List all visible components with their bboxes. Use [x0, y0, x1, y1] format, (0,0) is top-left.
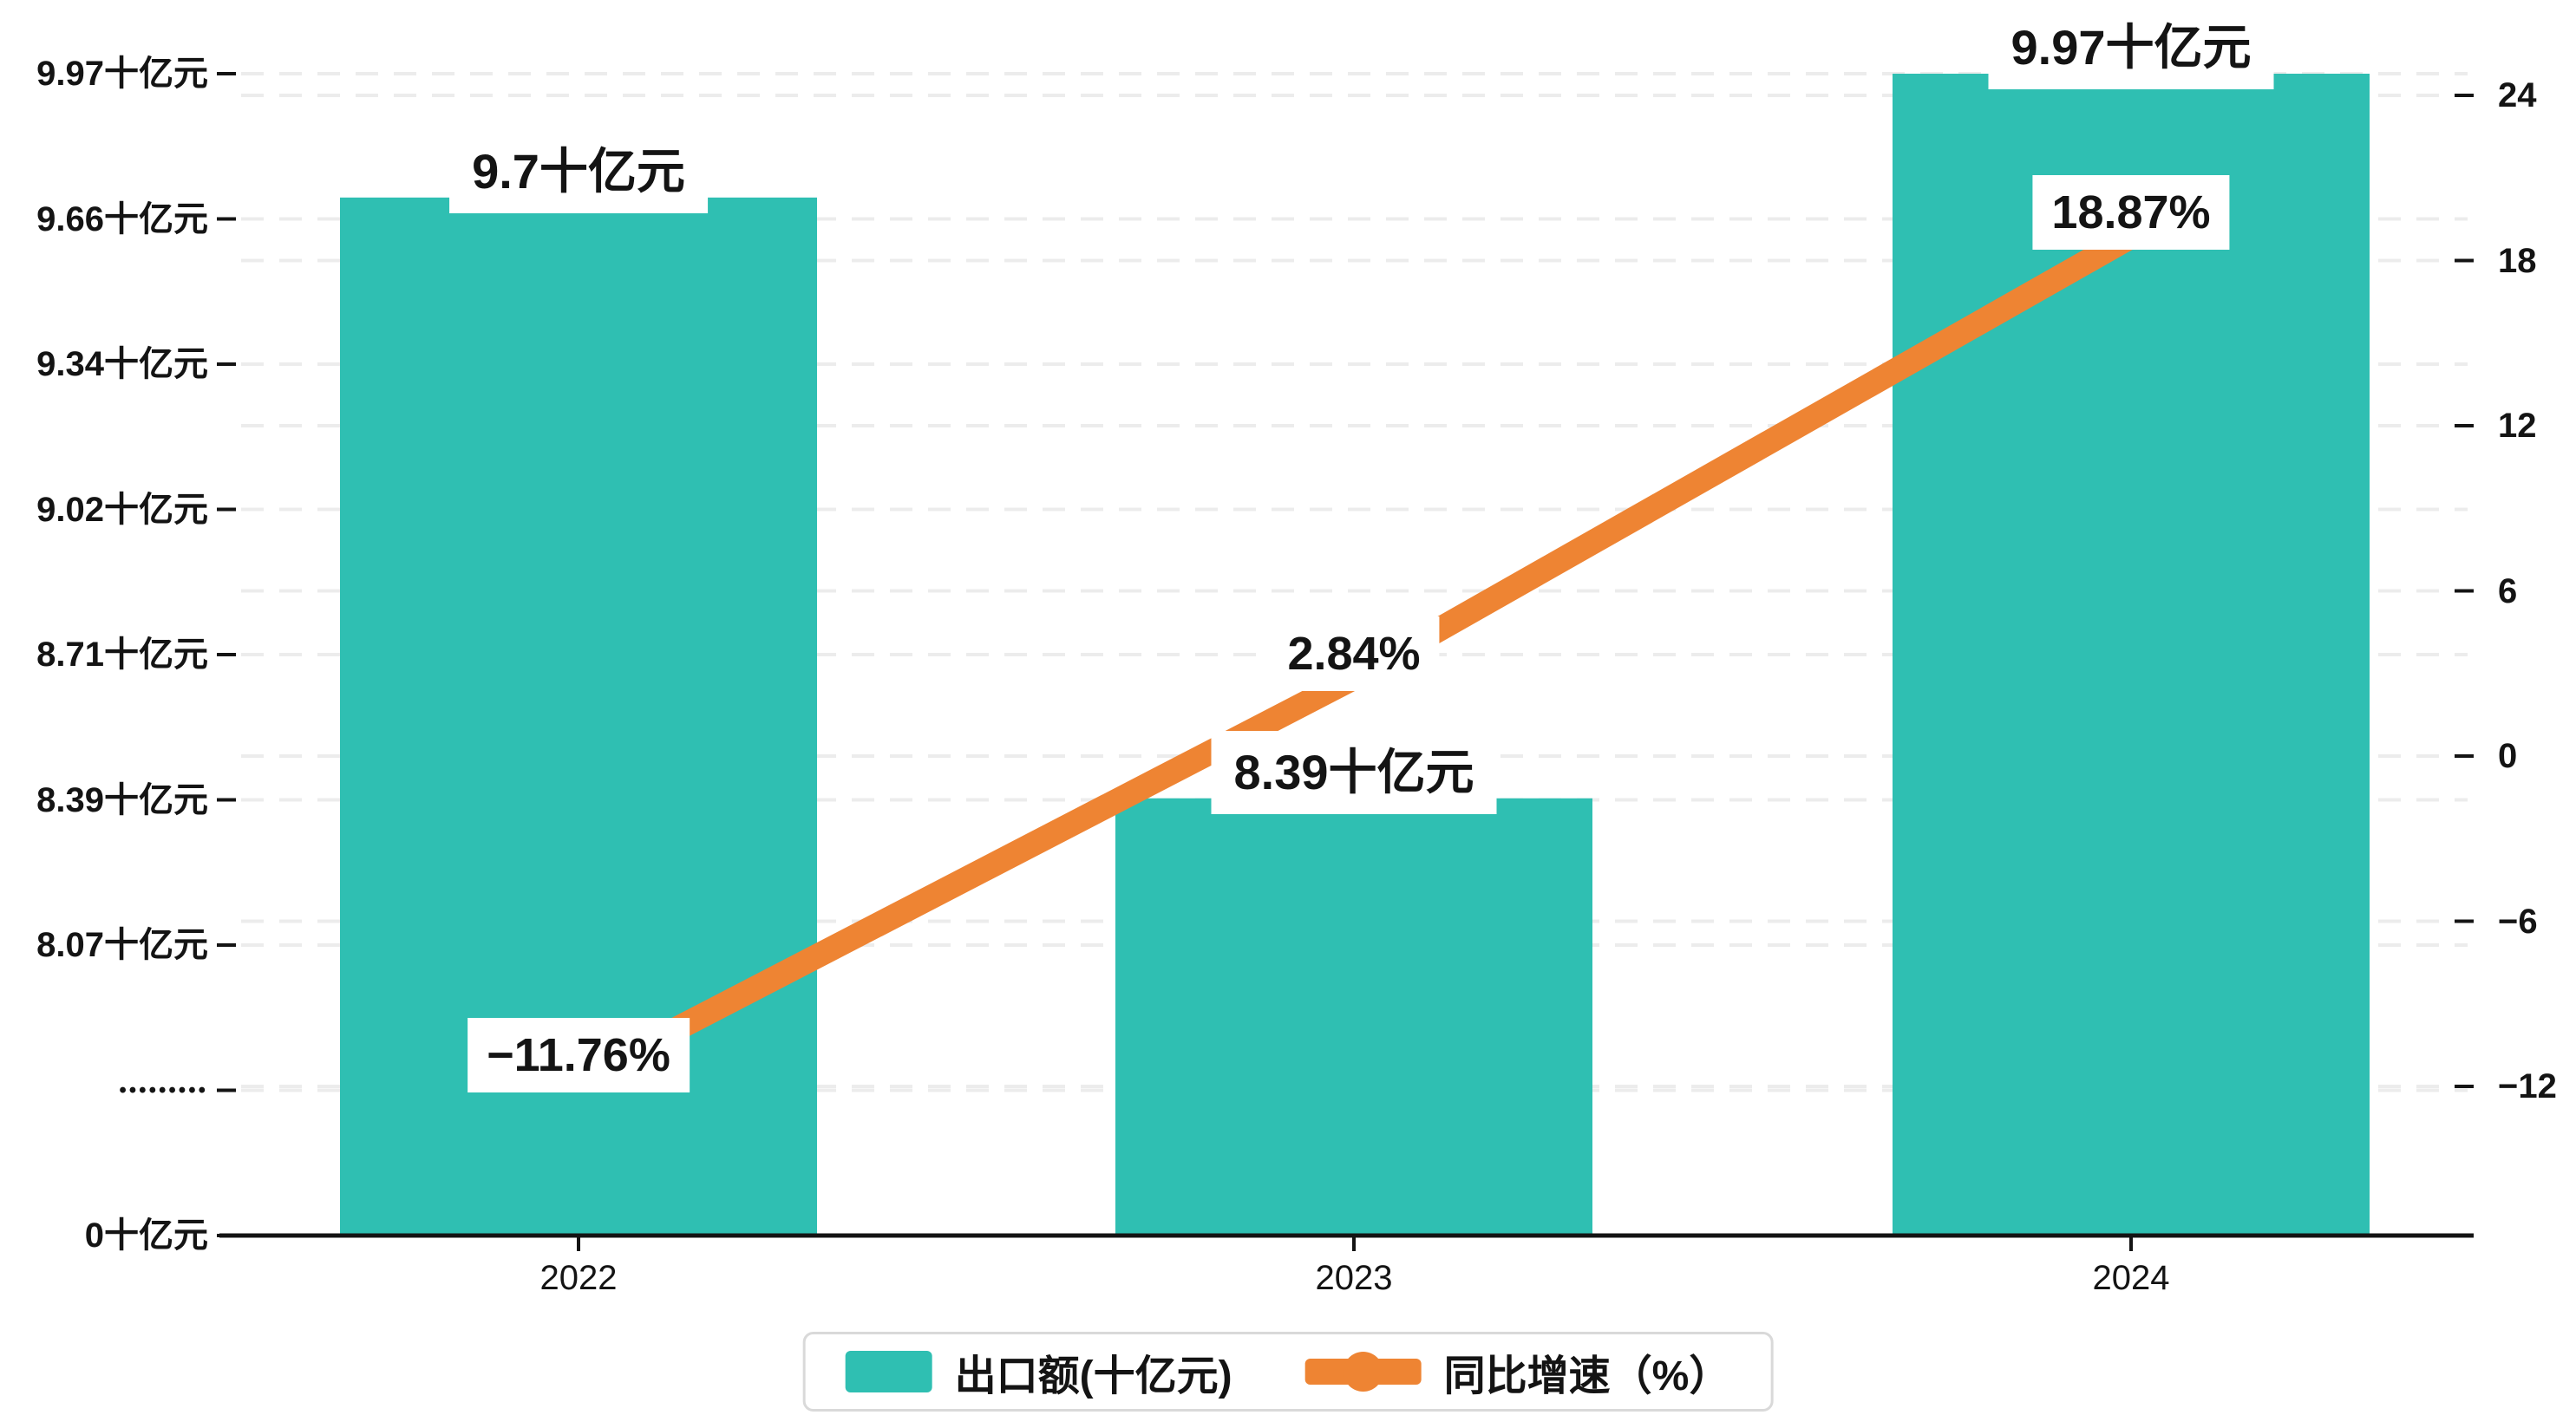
left-axis-tick-label: 9.02十亿元 [36, 490, 208, 529]
left-axis-tick-label: 9.97十亿元 [36, 55, 208, 93]
x-axis-label-2024: 2024 [2092, 1259, 2170, 1297]
right-axis-tick-label: 24 [2498, 76, 2537, 114]
left-axis-tick-label: 8.07十亿元 [36, 926, 208, 964]
legend-item-label: 同比增速（%） [1443, 1353, 1731, 1399]
legend-item-line[interactable]: 同比增速（%） [1304, 1341, 1731, 1402]
legend: 出口额(十亿元) 同比增速（%） [802, 1332, 1774, 1412]
bar-value-label: 8.39十亿元 [1211, 730, 1497, 814]
right-axis-tick-label: 12 [2498, 407, 2537, 445]
bar-value-label: 9.7十亿元 [449, 129, 708, 213]
 [1343, 1352, 1383, 1392]
left-axis-tick-label: 0十亿元 [84, 1216, 208, 1255]
growth-value-label: 18.87% [2032, 174, 2230, 250]
right-axis-tick-label: −12 [2498, 1067, 2557, 1105]
legend-item-bars[interactable]: 出口额(十亿元) [845, 1341, 1232, 1402]
right-axis-tick-label: 18 [2498, 241, 2537, 280]
x-axis-label-2022: 2022 [539, 1259, 618, 1297]
legend-bar-swatch-icon [845, 1351, 932, 1392]
right-axis-tick-label: 0 [2498, 737, 2518, 775]
bar-2024[interactable] [1893, 74, 2370, 1236]
growth-value-label: 2.84% [1268, 616, 1440, 691]
bar-value-label: 9.97十亿元 [1988, 6, 2274, 89]
growth-value-label: −11.76% [467, 1018, 690, 1093]
x-axis-label-2023: 2023 [1315, 1259, 1393, 1297]
bar-2023[interactable] [1115, 798, 1592, 1236]
right-axis-tick-label: −6 [2498, 902, 2538, 941]
left-axis-tick-label: 8.71十亿元 [36, 636, 208, 674]
left-axis-break-label: ••••••••• [119, 1078, 208, 1102]
left-axis-tick-label: 8.39十亿元 [36, 780, 208, 819]
right-axis-tick-label: 6 [2498, 571, 2518, 610]
legend-line-dot-icon [1304, 1347, 1422, 1396]
legend-item-label: 出口额(十亿元) [954, 1353, 1232, 1399]
left-axis-tick-label: 9.66十亿元 [36, 199, 208, 238]
left-axis-tick-label: 9.34十亿元 [36, 345, 208, 383]
